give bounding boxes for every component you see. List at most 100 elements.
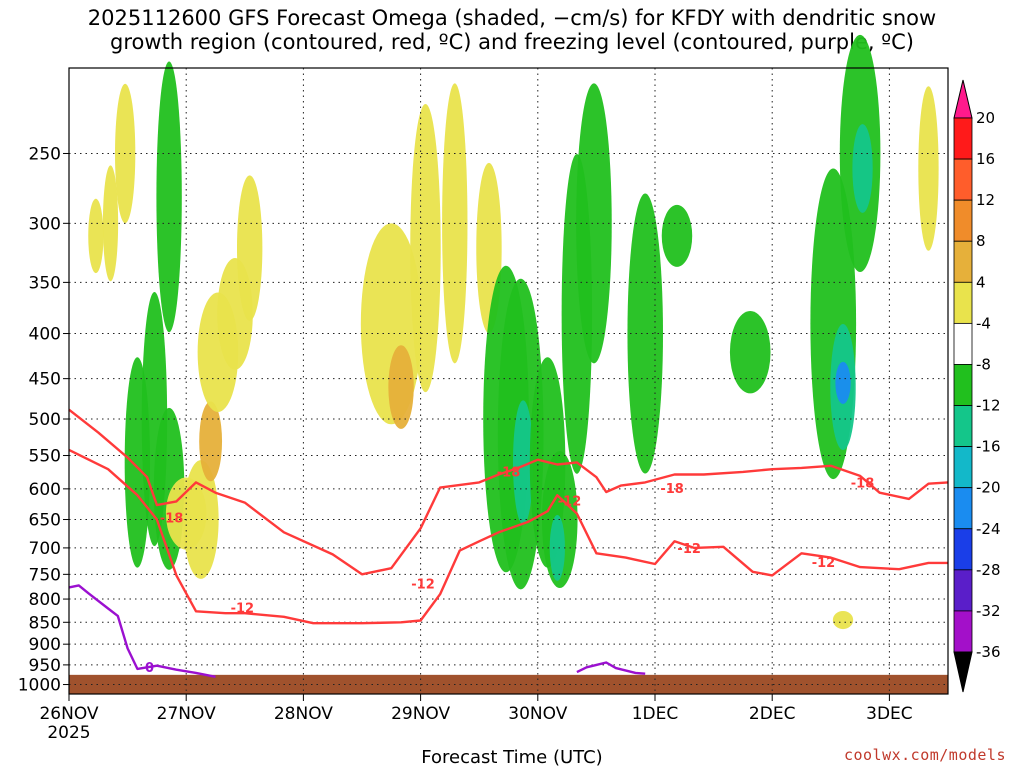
colorbar-label: -24 [976, 520, 1001, 538]
colorbar-label: -16 [976, 438, 1001, 456]
omega-blob [512, 400, 534, 525]
x-tick-label: 30NOV [508, 704, 567, 724]
omega-blob [102, 165, 119, 282]
y-tick-label: 700 [29, 539, 61, 559]
x-tick-label: 28NOV [274, 704, 333, 724]
colorbar-top-extend [953, 79, 973, 119]
omega-blob [832, 610, 854, 630]
contour-dgz-line [68, 408, 949, 576]
contour-label: -18 [660, 482, 684, 497]
contour-label: -12 [677, 542, 701, 557]
omega-blob [852, 124, 873, 213]
y-tick-label: 850 [29, 613, 61, 633]
omega-blob [729, 311, 771, 394]
colorbar-bin [953, 446, 973, 489]
x-tick-label: 1DEC [632, 704, 679, 724]
colorbar-bin [953, 364, 973, 406]
colorbar-bottom-extend [953, 651, 973, 693]
colorbar-label: -8 [976, 355, 991, 373]
colorbar-bin [953, 158, 973, 201]
omega-blob [88, 198, 104, 274]
omega-blob [388, 345, 414, 429]
colorbar-bin [953, 199, 973, 242]
y-tick-label: 450 [29, 370, 61, 390]
y-tick-label: 550 [29, 447, 61, 467]
colorbar-bin [953, 528, 973, 571]
x-tick-label: 2DEC [749, 704, 796, 724]
contour-label: -12 [558, 494, 582, 509]
colorbar-label: -4 [976, 314, 991, 332]
colorbar-label: 16 [976, 150, 995, 168]
colorbar-bin [953, 117, 973, 160]
y-tick-label: 600 [29, 480, 61, 500]
colorbar-label: 20 [976, 109, 995, 127]
x-tick-label: 27NOV [157, 704, 216, 724]
colorbar-bin [953, 487, 973, 530]
contour-freezing-level-line [68, 584, 216, 678]
colorbar-label: 12 [976, 191, 995, 209]
colorbar-label: -36 [976, 643, 1001, 661]
omega-blob [918, 86, 939, 251]
y-tick-label: 500 [29, 410, 61, 430]
x-axis-label: Forecast Time (UTC) [421, 747, 603, 768]
colorbar-bin [953, 322, 973, 365]
colorbar-bin [953, 240, 973, 283]
y-tick-label: 650 [29, 511, 61, 531]
x-tick-label: 29NOV [391, 704, 450, 724]
y-tick-label: 1000 [18, 676, 61, 696]
colorbar-label: 8 [976, 232, 986, 250]
colorbar-label: -32 [976, 602, 1001, 620]
colorbar-label: -12 [976, 397, 1001, 415]
x-tick-label: 26NOV [39, 704, 98, 724]
surface-terrain [69, 674, 948, 694]
omega-blob [835, 361, 851, 404]
omega-blob [627, 193, 664, 474]
contour-label: -18 [851, 477, 875, 492]
contour-label: -12 [231, 602, 255, 617]
colorbar-label: 4 [976, 273, 986, 291]
colorbar-bin [953, 405, 973, 448]
chart-title-line-2: growth region (contoured, red, ºC) and f… [110, 30, 914, 54]
colorbar: 20 16 12 8 4 -4 -8 -12 -16 -20 -24 -28 -32 -36 [953, 79, 1001, 693]
contour-dgz-line [68, 448, 948, 625]
contour-label: -18 [160, 511, 184, 526]
omega-blob [156, 61, 182, 333]
y-tick-label: 950 [29, 656, 61, 676]
omega-blob [549, 514, 565, 581]
credit-text: coolwx.com/models [843, 746, 1006, 764]
y-axis: 2503003504004505005506006507007508008509… [18, 144, 69, 696]
contour-label: -12 [411, 577, 435, 592]
y-tick-label: 300 [29, 214, 61, 234]
surface-fill [69, 674, 948, 694]
contours [68, 408, 949, 678]
grid-lines [69, 68, 948, 694]
colorbar-bin [953, 281, 973, 324]
contour-labels: -18 -12 -18 -12 -12 -18 -12 -18 -12 0 [145, 466, 875, 677]
x-tick-label: 3DEC [866, 704, 913, 724]
y-tick-label: 350 [29, 273, 61, 293]
omega-blob [199, 401, 223, 482]
chart-title: 2025112600 GFS Forecast Omega (shaded, −… [0, 6, 1024, 54]
omega-blob [410, 103, 441, 393]
colorbar-label: -28 [976, 561, 1001, 579]
colorbar-label: -20 [976, 479, 1001, 497]
plot-frame [68, 67, 949, 695]
contour-label: -12 [812, 556, 836, 571]
plot-border [68, 67, 949, 695]
y-tick-label: 250 [29, 144, 61, 164]
colorbar-bin [953, 569, 973, 612]
omega-blob [661, 204, 693, 267]
y-tick-label: 800 [29, 590, 61, 610]
colorbar-bin [953, 610, 973, 653]
y-tick-label: 750 [29, 565, 61, 585]
contour-label: 0 [145, 661, 154, 676]
contour-label: -18 [497, 466, 521, 481]
contour-freezing-level-line [576, 661, 646, 675]
omega-blob [236, 175, 263, 321]
y-tick-label: 900 [29, 635, 61, 655]
x-tick-sublabel: 2025 [47, 723, 90, 743]
chart-title-line-1: 2025112600 GFS Forecast Omega (shaded, −… [87, 6, 937, 30]
y-tick-label: 400 [29, 325, 61, 345]
